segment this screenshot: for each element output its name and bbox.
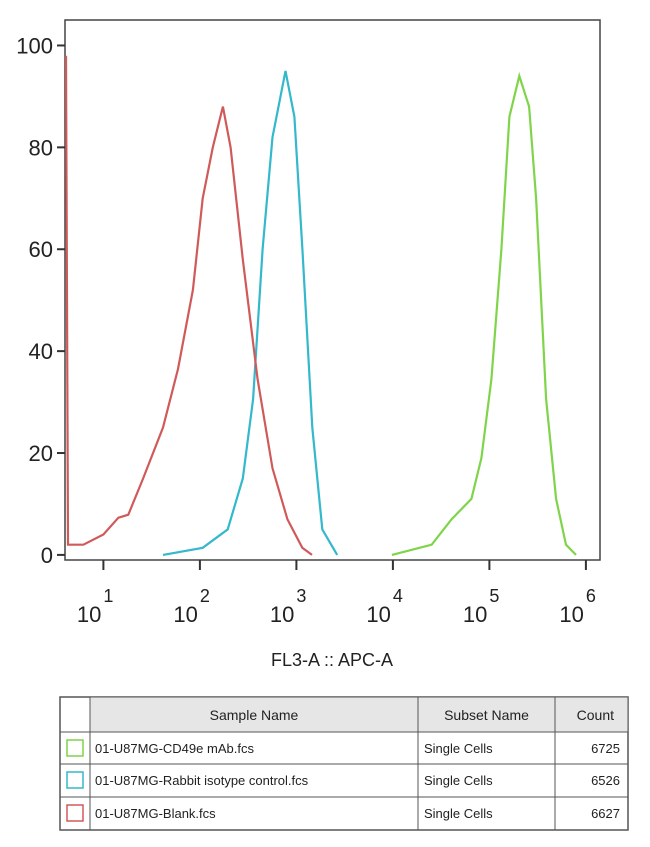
subset-name: Single Cells: [424, 741, 493, 756]
sample-name: 01-U87MG-CD49e mAb.fcs: [95, 741, 254, 756]
legend-swatch: [66, 771, 84, 789]
plot-frame: [64, 19, 601, 561]
x-tick-label: 10: [270, 602, 294, 627]
x-tick-exponent: 1: [103, 586, 113, 606]
histogram-line: [391, 71, 577, 556]
x-tick-label: 10: [77, 602, 101, 627]
count: 6526: [591, 773, 620, 788]
legend-swatch: [66, 804, 84, 822]
y-tick-label: 80: [29, 135, 53, 160]
count: 6627: [591, 806, 620, 821]
table-header: Subset Name: [444, 707, 529, 723]
legend-swatch: [66, 739, 84, 757]
y-tick-label: 0: [41, 543, 53, 568]
histogram-line: [64, 55, 313, 556]
x-axis-label: FL3-A :: APC-A: [271, 650, 393, 670]
x-tick-exponent: 6: [586, 586, 596, 606]
x-tick-label: 10: [173, 602, 197, 627]
subset-name: Single Cells: [424, 773, 493, 788]
x-tick-label: 10: [463, 602, 487, 627]
table-header: Sample Name: [210, 707, 299, 723]
table-header: Count: [577, 707, 614, 723]
count: 6725: [591, 741, 620, 756]
x-tick-label: 10: [366, 602, 390, 627]
y-tick-label: 100: [16, 33, 53, 58]
subset-name: Single Cells: [424, 806, 493, 821]
histogram-line: [162, 70, 339, 556]
y-tick-label: 40: [29, 339, 53, 364]
x-tick-exponent: 2: [200, 586, 210, 606]
x-tick-exponent: 3: [296, 586, 306, 606]
sample-name: 01-U87MG-Blank.fcs: [95, 806, 216, 821]
x-tick-exponent: 4: [393, 586, 403, 606]
x-tick-exponent: 5: [489, 586, 499, 606]
y-tick-label: 20: [29, 441, 53, 466]
y-tick-label: 60: [29, 237, 53, 262]
table-header-bg: [89, 696, 629, 733]
sample-name: 01-U87MG-Rabbit isotype control.fcs: [95, 773, 309, 788]
x-tick-label: 10: [559, 602, 583, 627]
